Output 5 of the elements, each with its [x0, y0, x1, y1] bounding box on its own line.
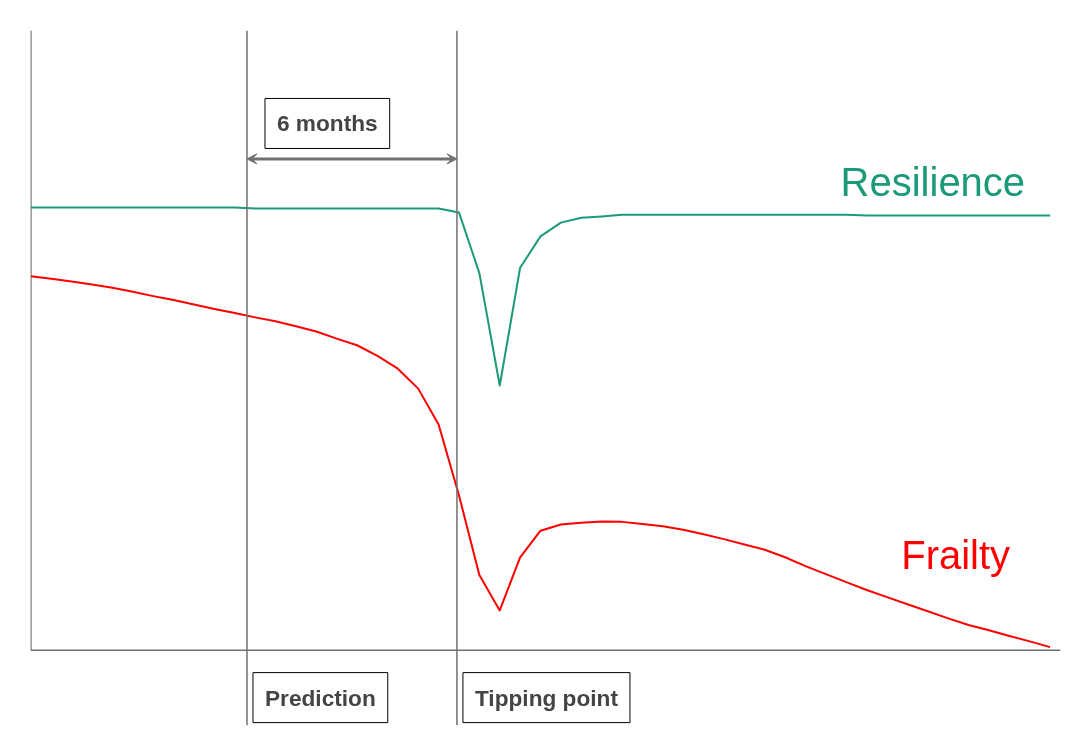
series-label: Frailty: [901, 533, 1011, 578]
series-label: Resilience: [840, 159, 1026, 204]
text: Tipping point: [474, 684, 619, 711]
text: Prediction: [264, 684, 376, 711]
text: 6 months: [276, 110, 378, 137]
